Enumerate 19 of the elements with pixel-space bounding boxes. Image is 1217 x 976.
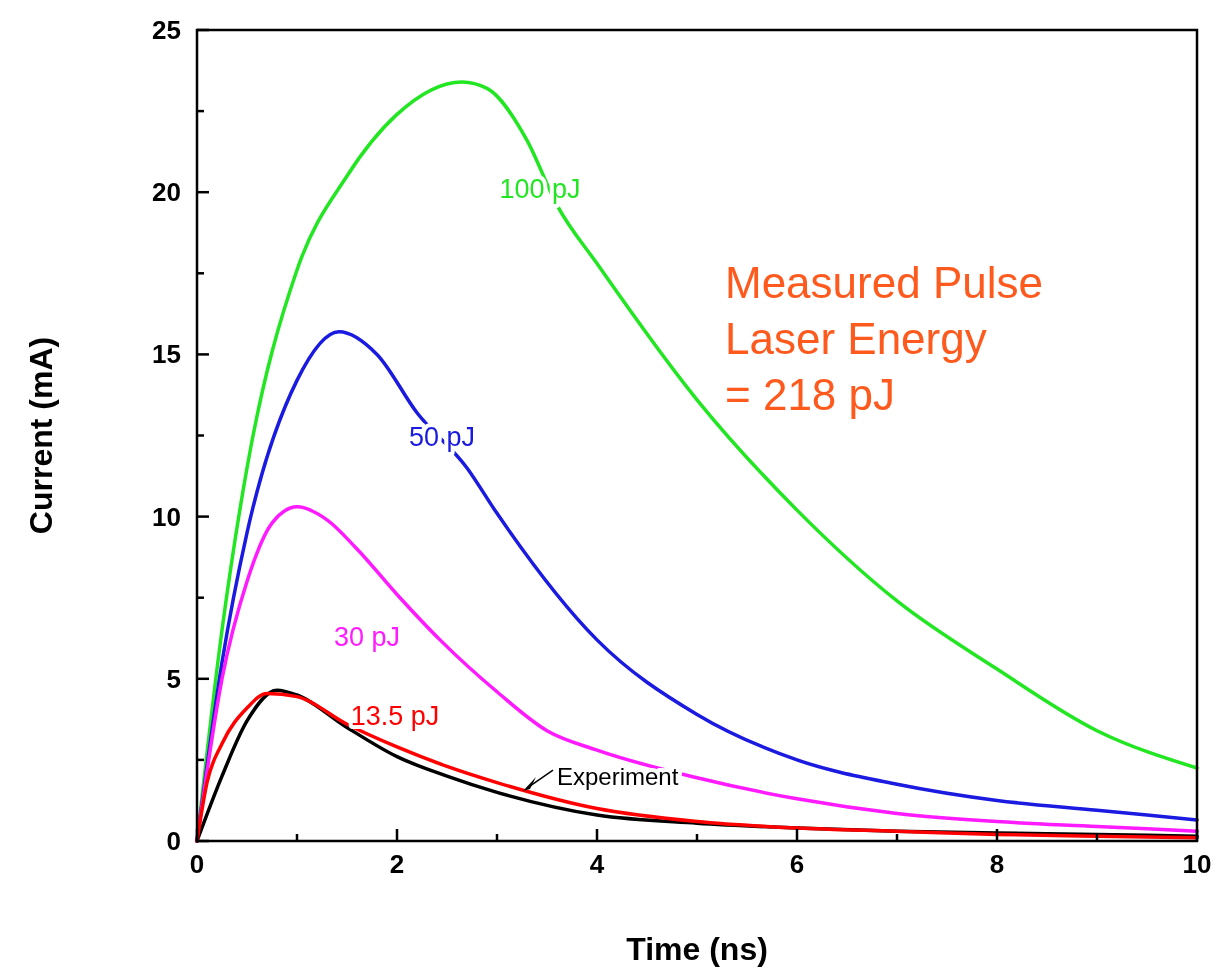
x-tick-label: 0 [189, 849, 205, 879]
y-tick-label: 10 [152, 501, 181, 532]
x-tick-label: 2 [389, 849, 405, 879]
legend-label: Experiment [557, 762, 679, 790]
y-tick-label: 0 [166, 826, 181, 856]
annotation: Measured Pulse Laser Energy = 218 pJ [725, 258, 1043, 419]
y-tick-label: 25 [152, 15, 181, 45]
x-tick-label: 10 [1182, 849, 1212, 879]
series-label: 13.5 pJ [350, 701, 440, 732]
series-label: 50 pJ [408, 422, 476, 453]
x-tick-label: 4 [589, 849, 605, 879]
y-axis-title: Current (mA) [23, 336, 59, 535]
y-tick-label: 15 [152, 339, 181, 370]
x-tick-label: 6 [789, 849, 805, 879]
y-tick-label: 5 [166, 663, 181, 694]
y-tick-label: 20 [152, 177, 181, 208]
x-tick-label: 8 [989, 849, 1005, 879]
x-axis-title: Time (ns) [626, 931, 768, 967]
series-label: 30 pJ [333, 621, 401, 652]
